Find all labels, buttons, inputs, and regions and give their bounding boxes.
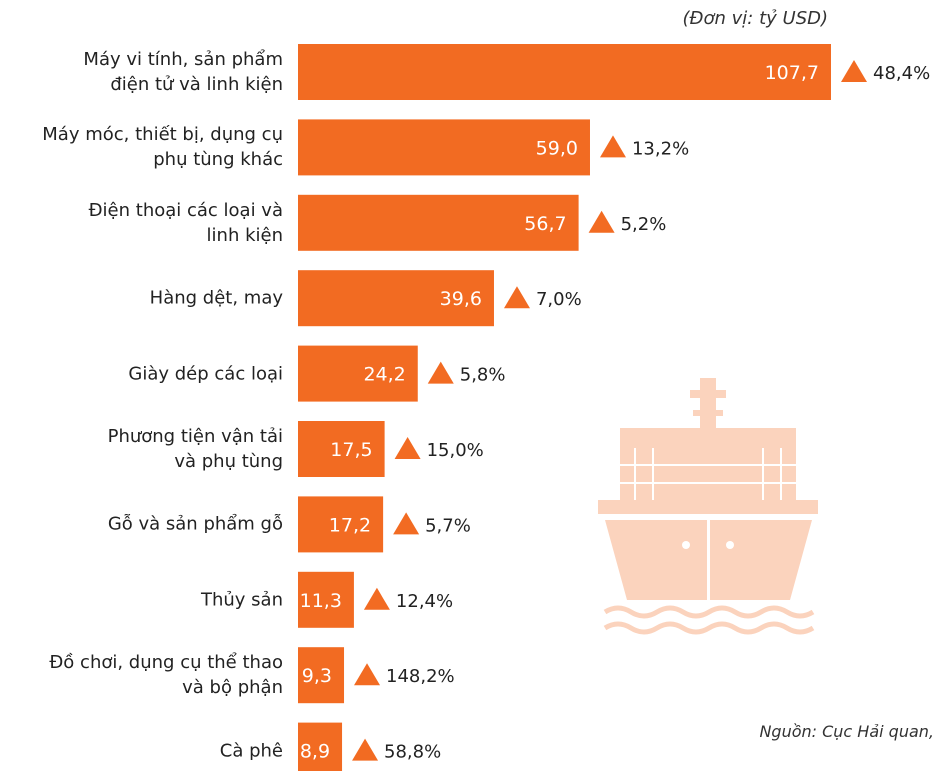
growth-label: 148,2% [386,666,455,687]
bar [298,44,831,100]
category-label: Thủy sản [201,587,283,612]
value-label: 59,0 [536,137,578,159]
category-label: Giày dép các loại [128,361,283,386]
growth-triangle [395,437,421,459]
value-label: 17,5 [330,439,372,461]
growth-label: 48,4% [873,63,930,84]
growth-label: 12,4% [396,591,453,612]
growth-label: 5,2% [621,214,667,235]
value-label: 9,3 [302,665,332,687]
growth-triangle [841,60,867,82]
category-label: Máy vi tính, sản phẩm điện tử và linh ki… [83,47,283,97]
growth-label: 58,8% [384,742,441,763]
waves [605,608,813,632]
category-label: Phương tiện vận tải và phụ tùng [108,424,283,474]
category-label: Máy móc, thiết bị, dụng cụ phụ tùng khác [42,122,283,172]
value-label: 17,2 [329,514,371,536]
category-label: Điện thoại các loại và linh kiện [89,198,283,248]
growth-triangle [600,135,626,157]
growth-label: 5,8% [460,365,506,386]
growth-triangle [354,663,380,685]
chart: 107,7 48,4% 59,0 13,2% 56,7 5,2% 39,6 7,0% 24,2 5… [0,0,938,771]
value-label: 39,6 [440,288,482,310]
value-label: 11,3 [300,590,342,612]
category-label: Hàng dệt, may [150,286,283,311]
growth-triangle [352,739,378,761]
growth-label: 7,0% [536,289,582,310]
growth-triangle [589,211,615,233]
value-label: 107,7 [765,62,819,84]
growth-label: 5,7% [425,515,471,536]
growth-triangle [428,362,454,384]
category-label: Đồ chơi, dụng cụ thể thao và bộ phận [49,650,283,700]
growth-triangle [504,286,530,308]
growth-triangle [364,588,390,610]
growth-label: 15,0% [427,440,484,461]
category-label: Cà phê [220,738,283,763]
value-label: 8,9 [300,741,330,763]
value-label: 56,7 [524,213,566,235]
source-note: Nguồn: Cục Hải quan, [759,722,934,741]
value-label: 24,2 [363,364,405,386]
category-label: Gỗ và sản phẩm gỗ [108,512,283,537]
growth-label: 13,2% [632,138,689,159]
growth-triangle [393,512,419,534]
unit-note: (Đơn vị: tỷ USD) [683,8,828,29]
